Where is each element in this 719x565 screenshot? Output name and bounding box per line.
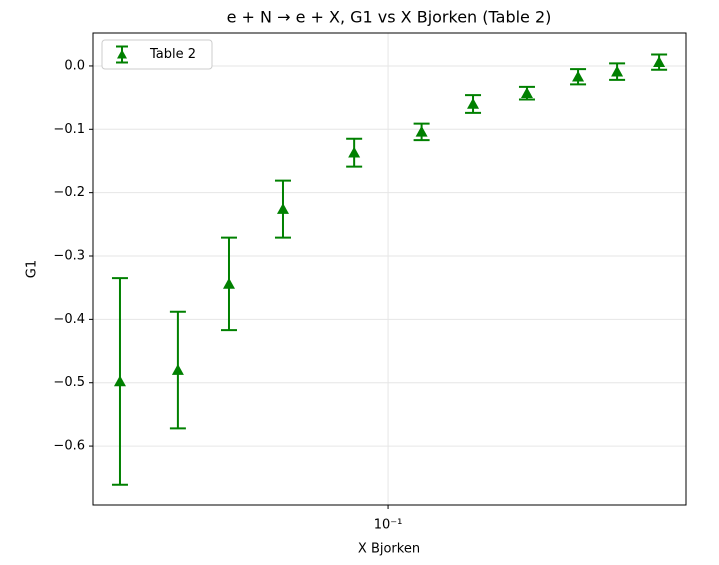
marker bbox=[113, 375, 126, 387]
marker bbox=[653, 56, 666, 67]
plot-frame bbox=[92, 32, 687, 506]
y-tick-label: 0.0 bbox=[64, 58, 85, 73]
y-tick-label: −0.3 bbox=[53, 249, 85, 264]
legend-box bbox=[101, 39, 213, 70]
marker bbox=[276, 203, 289, 214]
chart-title: e + N → e + X, G1 vs X Bjorken (Table 2) bbox=[227, 8, 552, 27]
x-axis-label: X Bjorken bbox=[358, 542, 420, 557]
y-tick-label: −0.5 bbox=[53, 375, 85, 390]
marker bbox=[572, 70, 585, 82]
y-axis-label: G1 bbox=[25, 260, 40, 278]
y-tick-label: −0.1 bbox=[53, 122, 85, 137]
marker bbox=[348, 146, 361, 158]
legend-swatch bbox=[117, 49, 127, 59]
marker bbox=[171, 364, 184, 375]
marker bbox=[611, 65, 624, 77]
y-tick-label: −0.4 bbox=[53, 312, 85, 327]
y-tick-label: −0.6 bbox=[53, 439, 85, 454]
x-tick-label: 10⁻¹ bbox=[374, 518, 403, 533]
marker bbox=[520, 87, 533, 98]
marker bbox=[415, 125, 428, 137]
legend-label: Table 2 bbox=[149, 47, 196, 62]
y-tick-label: −0.2 bbox=[53, 185, 85, 200]
marker bbox=[222, 277, 235, 289]
marker bbox=[467, 97, 480, 109]
